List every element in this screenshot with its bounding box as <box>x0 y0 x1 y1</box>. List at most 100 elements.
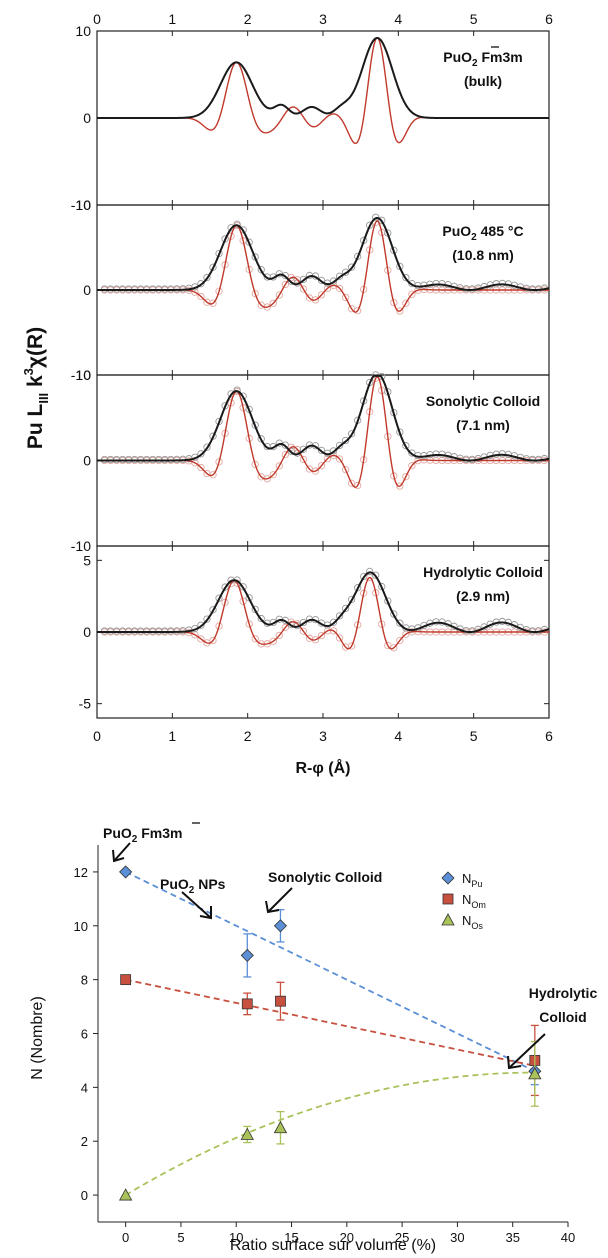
arrow-puo2-nps-head <box>199 906 212 920</box>
data-point-Pu <box>119 865 133 879</box>
annotation-puo2-fm3m: PuO2 Fm3m <box>103 825 182 845</box>
y-tick-label: 0 <box>83 110 91 126</box>
imaginary-data-point <box>329 627 338 635</box>
legend-name: N <box>462 913 471 928</box>
bottom-x-tick-labels: 0 1 2 3 4 5 6 <box>93 728 553 744</box>
fit-line-Om <box>125 978 536 1067</box>
coordination-fit-lines <box>125 871 536 1196</box>
magnitude-data-point <box>197 450 205 458</box>
arrow-sonolytic <box>267 887 293 913</box>
imaginary-data-point <box>275 462 283 470</box>
arrow-sonolytic-head <box>265 900 280 914</box>
bottom-x-tick-label: 0 <box>93 728 101 744</box>
annotation-puo2-nps: PuO2 NPs <box>160 876 226 896</box>
imaginary-data-point <box>390 644 398 652</box>
data-point-Os <box>273 1120 288 1134</box>
y-tick-label: 4 <box>81 1080 88 1095</box>
label-sub: 2 <box>472 58 478 69</box>
annotation-colloid: Colloid <box>539 1009 586 1025</box>
magnitude-data-point <box>203 615 211 623</box>
magnitude-data-point <box>317 276 326 285</box>
imaginary-data-point <box>341 466 350 474</box>
imaginary-data-point <box>384 641 392 650</box>
magnitude-data-point <box>347 595 356 604</box>
label-rest: Fm3m <box>478 49 523 65</box>
magnitude-data-point <box>335 441 344 450</box>
magnitude-data-point <box>335 272 344 280</box>
arrow-puo2-fm3m <box>113 842 131 862</box>
annotation-hydrolytic: Hydrolytic <box>529 985 598 1001</box>
legend-sub: Om <box>471 900 486 910</box>
fit-line-Os <box>125 1071 535 1196</box>
label-text: Hydrolytic Colloid <box>423 564 543 580</box>
x-tick-label: 35 <box>505 1230 519 1245</box>
y-tick-label: 10 <box>75 23 91 39</box>
imaginary-data-point <box>215 458 223 466</box>
exafs-y-axis-label: Pu LIII k3χ(R) <box>21 327 51 449</box>
data-point-Om <box>120 974 132 986</box>
y-tick-label: -5 <box>79 696 92 712</box>
data-point-Om <box>241 998 253 1010</box>
legend-name: N <box>462 871 471 886</box>
imaginary-data-point <box>335 634 344 642</box>
magnitude-data-point <box>221 583 229 591</box>
imaginary-data-point <box>335 455 344 463</box>
coordination-points <box>118 865 542 1201</box>
top-x-tick-label: 4 <box>394 11 402 27</box>
imaginary-data-point <box>239 597 247 605</box>
magnitude-data-point <box>299 445 308 453</box>
arrow-hydrolytic-head <box>507 1055 522 1070</box>
x-tick-label: 25 <box>395 1230 409 1245</box>
imaginary-data-point <box>251 460 259 469</box>
top-x-tick-label: 1 <box>168 11 176 27</box>
data-point-Os <box>240 1127 254 1140</box>
data-point-Om <box>275 995 286 1007</box>
panel-label-line1: PuO2 485 °C <box>442 223 523 243</box>
imaginary-data-point <box>275 631 283 640</box>
top-x-tick-labels: 0 1 2 3 4 5 6 <box>93 11 553 27</box>
magnitude-data-point <box>372 571 380 579</box>
x-tick-label: 5 <box>177 1230 184 1245</box>
y-tick-label: 2 <box>81 1134 88 1149</box>
imaginary-data-point <box>227 232 235 240</box>
y-tick-label: 10 <box>75 367 91 383</box>
y-tick-label: 0 <box>83 282 91 298</box>
imaginary-data-point <box>281 450 289 459</box>
imaginary-data-point <box>402 473 410 481</box>
legend-sub: Os <box>471 921 483 931</box>
imaginary-data-point <box>408 290 416 298</box>
magnitude-data-point <box>299 275 308 284</box>
imaginary-data-point <box>215 622 223 630</box>
top-x-tick-label: 5 <box>470 11 478 27</box>
legend-marker-Pu <box>441 871 455 885</box>
magnitude-data-point <box>257 614 265 623</box>
legend-label-Om: NOm <box>462 892 486 910</box>
data-point-Pu <box>240 948 254 962</box>
legend-marker-Os <box>441 913 455 926</box>
y-tick-label: 0 <box>81 1188 88 1203</box>
exafs-panel-1: 10 0 -10 PuO2 Fm3m (bulk) <box>71 23 550 213</box>
magnitude-data-point <box>233 220 241 228</box>
magnitude-data-point <box>197 621 205 629</box>
imaginary-data-point <box>197 635 205 643</box>
top-x-tick-label: 2 <box>244 11 252 27</box>
magnitude-data-point <box>233 386 241 394</box>
label-text: PuO <box>442 223 471 239</box>
panel-label-line2: (7.1 nm) <box>456 417 510 433</box>
imaginary-data-point <box>341 293 350 302</box>
data-point-Os <box>528 1067 542 1080</box>
imaginary-data-point <box>269 637 277 645</box>
y-tick-label: -10 <box>71 197 91 213</box>
top-x-tick-label: 6 <box>545 11 553 27</box>
fit-line-Pu <box>125 871 536 1073</box>
magnitude-data-point <box>341 604 350 613</box>
x-tick-label: 0 <box>122 1230 129 1245</box>
imaginary-data-point <box>221 598 229 607</box>
imaginary-data-point <box>251 289 259 298</box>
y-tick-label: 12 <box>74 865 88 880</box>
imaginary-data-point <box>191 288 199 296</box>
magnitude-data-point <box>239 583 247 591</box>
y-tick-label: 0 <box>83 453 91 469</box>
